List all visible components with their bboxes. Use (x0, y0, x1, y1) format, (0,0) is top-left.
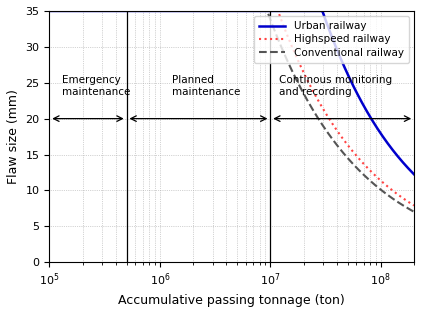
Conventional railway (264, 9, 269, 13)
Text: Continous monitoring
and recording: Continous monitoring and recording (279, 75, 392, 97)
Highspeed railway (411, 203, 416, 207)
Y-axis label: Flaw size (mm): Flaw size (mm) (7, 89, 20, 184)
Highspeed railway (220, 9, 225, 13)
Highspeed railway (47, 9, 52, 13)
Urban railway (220, 9, 225, 13)
Urban railway (411, 172, 416, 176)
Line: Highspeed railway: Highspeed railway (49, 11, 414, 205)
Urban railway (402, 163, 408, 167)
Conventional railway (244, 9, 249, 13)
Highspeed railway (346, 144, 351, 148)
Urban railway (222, 9, 227, 13)
Conventional railway (220, 9, 225, 13)
Conventional railway (402, 205, 408, 208)
Urban railway (244, 9, 249, 13)
Urban railway (346, 73, 351, 77)
Text: Emergency
maintenance: Emergency maintenance (62, 75, 131, 97)
Urban railway (47, 9, 52, 13)
Highspeed railway (402, 198, 408, 202)
Line: Urban railway: Urban railway (49, 11, 414, 174)
Highspeed railway (222, 9, 227, 13)
Legend: Urban railway, Highspeed railway, Conventional railway: Urban railway, Highspeed railway, Conven… (254, 16, 409, 63)
Line: Conventional railway: Conventional railway (49, 11, 414, 212)
Highspeed railway (244, 9, 249, 13)
Conventional railway (346, 157, 351, 160)
Highspeed railway (264, 9, 269, 13)
Text: Planned
maintenance: Planned maintenance (173, 75, 241, 97)
X-axis label: Accumulative passing tonnage (ton): Accumulative passing tonnage (ton) (118, 294, 345, 307)
Conventional railway (222, 9, 227, 13)
Urban railway (264, 9, 269, 13)
Conventional railway (411, 210, 416, 214)
Conventional railway (47, 9, 52, 13)
